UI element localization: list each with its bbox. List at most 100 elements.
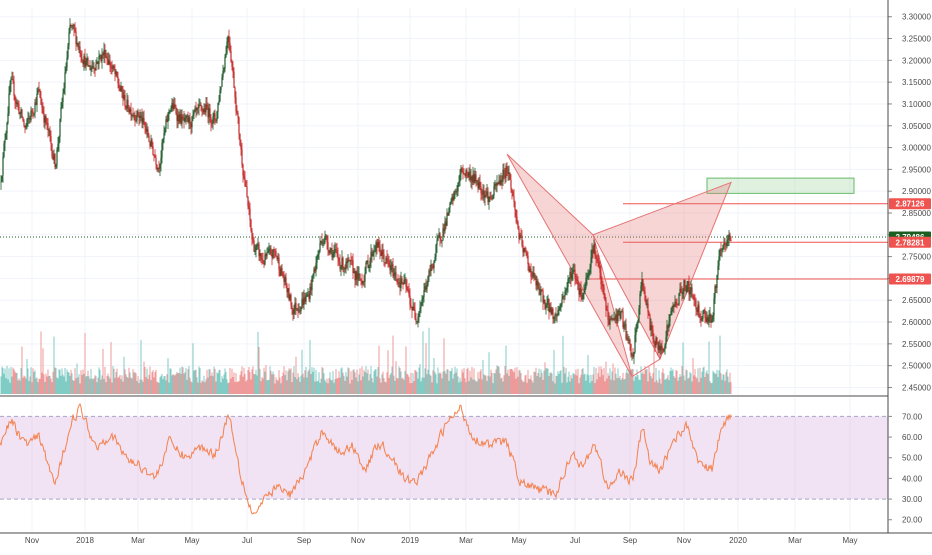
volume-bar [479, 371, 481, 394]
volume-bar [279, 377, 281, 394]
candle-body [184, 117, 186, 122]
candle-body [124, 95, 126, 107]
candle-body [554, 314, 556, 317]
volume-bar [637, 375, 639, 394]
candle-body [479, 181, 481, 187]
volume-bar [241, 366, 243, 394]
candle-body [203, 108, 205, 113]
volume-bar [568, 371, 570, 394]
volume-bar [129, 372, 131, 394]
candle-body [622, 311, 624, 328]
candle-body [535, 276, 537, 286]
volume-bar [89, 379, 91, 394]
candle-body [175, 106, 177, 114]
candle-body [0, 181, 2, 183]
volume-bar [154, 371, 156, 394]
candle-body [267, 252, 269, 253]
volume-bar [56, 377, 58, 394]
volume-bar [464, 378, 466, 394]
candle-body [526, 252, 528, 256]
volume-bar [721, 379, 723, 394]
candle-body [47, 123, 49, 131]
candle-body [222, 70, 224, 78]
volume-bar [624, 378, 626, 394]
volume-bar [180, 373, 182, 394]
candle-body [272, 249, 274, 258]
candle-body [669, 314, 671, 322]
volume-bar [120, 379, 122, 394]
candle-body [694, 299, 696, 301]
volume-bar [635, 376, 637, 394]
candlesticks [0, 18, 732, 365]
candle-body [553, 316, 555, 319]
candle-body [578, 290, 580, 295]
volume-bar [504, 366, 506, 394]
volume-bar [714, 373, 716, 394]
candle-body [265, 254, 267, 257]
volume-bar [559, 371, 561, 394]
candle-body [80, 53, 82, 58]
candle-body [656, 337, 658, 343]
volume-bar [427, 369, 429, 394]
candle-body [240, 145, 242, 150]
volume-bar [405, 346, 407, 394]
candle-body [542, 290, 544, 303]
candle-body [140, 115, 142, 117]
volume-bar [446, 369, 448, 394]
candle-body [335, 249, 337, 251]
volume-bar [213, 366, 215, 394]
candle-body [725, 244, 727, 246]
volume-bar [206, 369, 208, 394]
candle-body [511, 188, 513, 192]
candle-body [652, 329, 654, 339]
candle-body [281, 268, 283, 274]
candle-body [280, 268, 282, 276]
volume-bar [435, 374, 437, 394]
candle-body [415, 318, 417, 322]
volume-bar [474, 379, 476, 394]
volume-bar [661, 372, 663, 394]
candle-body [626, 337, 628, 339]
volume-bar [359, 368, 361, 394]
volume-bar [687, 378, 689, 394]
candle-body [697, 304, 699, 312]
time-tick-label: Jul [570, 536, 580, 545]
volume-bar [292, 372, 294, 394]
volume-bar [478, 378, 480, 394]
volume-bar [629, 369, 631, 394]
volume-bar [541, 372, 543, 394]
candle-body [340, 267, 342, 269]
volume-bar [620, 379, 622, 394]
candle-body [227, 36, 229, 42]
candle-body [382, 250, 384, 255]
candle-body [379, 245, 381, 253]
candle-body [632, 354, 634, 357]
volume-bar [571, 378, 573, 394]
volume-bar [310, 374, 312, 394]
volume-bar [421, 377, 423, 394]
volume-bar [275, 377, 277, 394]
volume-bar [425, 343, 427, 394]
candle-body [724, 243, 726, 245]
candle-body [467, 172, 469, 177]
candle-body [158, 167, 160, 169]
candle-body [561, 299, 563, 305]
candle-body [239, 133, 241, 146]
candle-body [79, 46, 81, 54]
candle-body [504, 175, 506, 178]
candle-body [483, 190, 485, 198]
volume-bar [625, 372, 627, 394]
candle-body [653, 338, 655, 342]
volume-bar [286, 380, 288, 394]
volume-bar [149, 366, 151, 394]
candle-body [81, 57, 83, 62]
candle-body [211, 123, 213, 125]
candle-body [145, 127, 147, 132]
volume-bar [215, 381, 217, 394]
volume-bar [317, 380, 319, 394]
volume-bar [135, 373, 137, 394]
volume-bar [283, 366, 285, 394]
volume-bar [723, 374, 725, 394]
